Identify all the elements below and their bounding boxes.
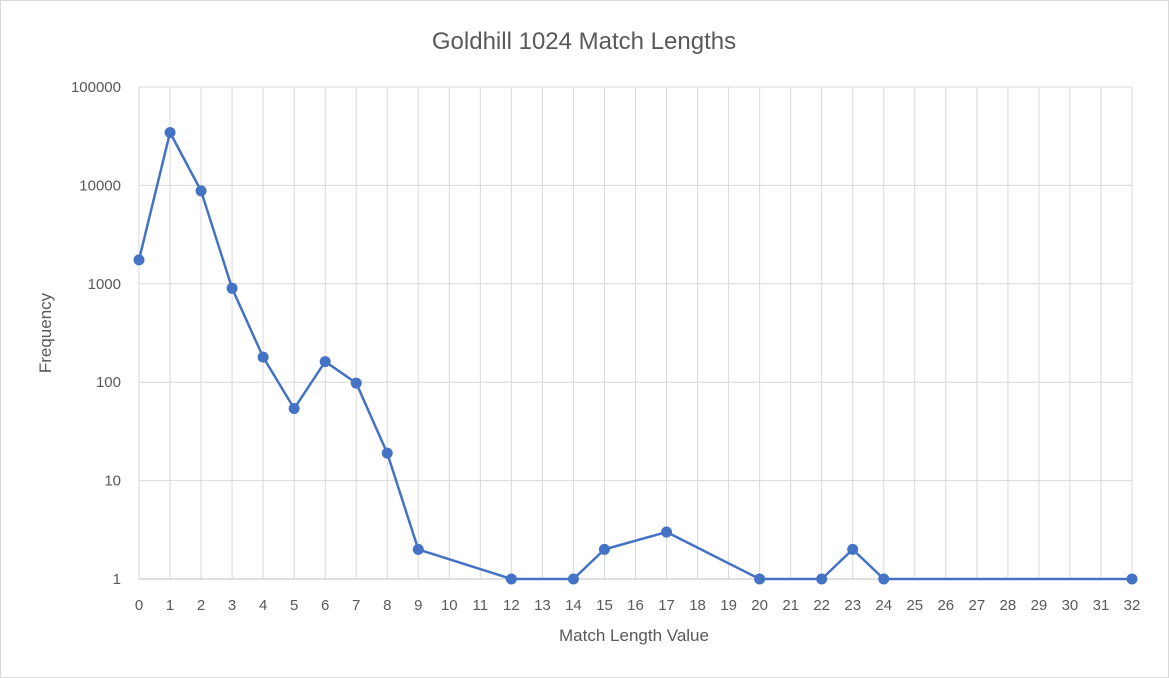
data-point bbox=[288, 403, 300, 415]
x-tick-label: 6 bbox=[321, 597, 329, 614]
x-tick-label: 17 bbox=[658, 597, 675, 614]
x-tick-label: 30 bbox=[1062, 597, 1079, 614]
x-tick-label: 26 bbox=[937, 597, 954, 614]
chart-title: Goldhill 1024 Match Lengths bbox=[432, 28, 736, 55]
x-tick-label: 4 bbox=[259, 597, 267, 614]
x-tick-label: 27 bbox=[969, 597, 986, 614]
x-tick-label: 10 bbox=[441, 597, 458, 614]
y-tick-label: 1 bbox=[113, 571, 121, 588]
x-tick-label: 8 bbox=[383, 597, 391, 614]
data-point bbox=[567, 573, 579, 585]
x-tick-label: 23 bbox=[844, 597, 861, 614]
data-point bbox=[816, 573, 828, 585]
grid bbox=[138, 86, 1133, 580]
data-point bbox=[412, 543, 424, 555]
y-tick-label: 1000 bbox=[88, 276, 121, 293]
y-tick-label: 10 bbox=[104, 473, 121, 490]
x-tick-label: 3 bbox=[228, 597, 236, 614]
y-tick-label: 100 bbox=[96, 374, 121, 391]
data-point bbox=[598, 543, 610, 555]
x-tick-label: 16 bbox=[627, 597, 644, 614]
x-tick-label: 11 bbox=[473, 597, 489, 614]
x-tick-label: 15 bbox=[596, 597, 613, 614]
x-tick-label: 32 bbox=[1124, 597, 1141, 614]
x-tick-label: 5 bbox=[290, 597, 298, 614]
y-tick-labels: 1 10 100 1000 10000 100000 bbox=[71, 79, 121, 588]
x-tick-label: 12 bbox=[503, 597, 520, 614]
data-point bbox=[226, 282, 238, 294]
data-point bbox=[847, 543, 859, 555]
x-tick-label: 0 bbox=[135, 597, 143, 614]
data-point bbox=[133, 254, 145, 266]
y-tick-label: 10000 bbox=[79, 177, 121, 194]
x-tick-label: 24 bbox=[875, 597, 892, 614]
x-tick-labels: 0 1 2 3 4 5 6 7 8 9 10 11 12 13 14 15 16 17 18 19 20 21 22 23 24… bbox=[135, 597, 1141, 614]
data-point bbox=[754, 573, 766, 585]
x-tick-label: 7 bbox=[352, 597, 360, 614]
x-tick-label: 1 bbox=[166, 597, 174, 614]
x-tick-label: 29 bbox=[1031, 597, 1048, 614]
x-tick-label: 13 bbox=[534, 597, 551, 614]
y-tick-label: 100000 bbox=[71, 79, 121, 96]
data-point bbox=[257, 351, 269, 363]
data-points bbox=[133, 126, 1138, 585]
data-point bbox=[164, 126, 176, 138]
y-axis-label: Frequency bbox=[36, 292, 55, 373]
x-axis-label: Match Length Value bbox=[559, 626, 709, 645]
x-tick-label: 21 bbox=[782, 597, 799, 614]
x-tick-label: 19 bbox=[720, 597, 737, 614]
data-point bbox=[661, 526, 673, 538]
data-point bbox=[381, 447, 393, 459]
x-tick-label: 28 bbox=[1000, 597, 1017, 614]
x-tick-label: 22 bbox=[813, 597, 830, 614]
data-point bbox=[350, 377, 362, 389]
x-tick-label: 20 bbox=[751, 597, 768, 614]
data-point bbox=[878, 573, 890, 585]
x-tick-label: 25 bbox=[906, 597, 923, 614]
data-point bbox=[195, 185, 207, 197]
x-tick-label: 9 bbox=[414, 597, 422, 614]
data-point bbox=[1126, 573, 1138, 585]
data-point bbox=[319, 356, 331, 368]
data-point bbox=[505, 573, 517, 585]
x-tick-label: 14 bbox=[565, 597, 582, 614]
x-tick-label: 31 bbox=[1093, 597, 1110, 614]
x-tick-label: 2 bbox=[197, 597, 205, 614]
x-tick-label: 18 bbox=[689, 597, 706, 614]
